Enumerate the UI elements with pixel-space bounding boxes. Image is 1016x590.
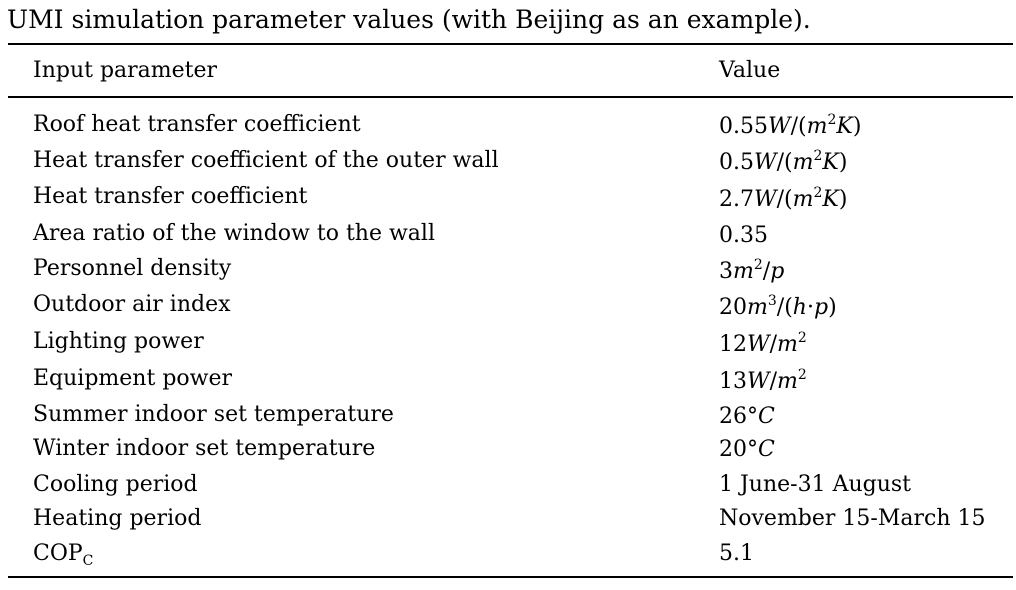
header-input-parameter: Input parameter [33, 58, 218, 83]
row-5-parameter: Personnel density [33, 256, 232, 281]
row-8-parameter: Equipment power [33, 366, 233, 391]
bottom-rule [8, 576, 1013, 578]
row-7-parameter: Lighting power [33, 329, 204, 354]
row-5-value: 3m2/p [719, 257, 785, 284]
row-6-parameter: Outdoor air index [33, 292, 231, 317]
row-9-value: 26°C [719, 404, 775, 429]
header-rule [8, 96, 1013, 98]
row-4-value: 0.35 [719, 223, 768, 248]
row-2-parameter: Heat transfer coefficient of the outer w… [33, 148, 499, 173]
row-10-value: 20°C [719, 437, 775, 462]
row-3-value: 2.7W/(m2K) [719, 185, 848, 212]
row-9-parameter: Summer indoor set temperature [33, 402, 394, 427]
row-13-parameter: COPC [33, 541, 94, 569]
row-4-parameter: Area ratio of the window to the wall [33, 221, 435, 246]
row-12-value: November 15-March 15 [719, 506, 986, 531]
row-1-value: 0.55W/(m2K) [719, 112, 862, 139]
top-rule [8, 43, 1013, 45]
row-2-value: 0.5W/(m2K) [719, 148, 848, 175]
row-11-parameter: Cooling period [33, 472, 198, 497]
row-10-parameter: Winter indoor set temperature [33, 436, 376, 461]
row-12-parameter: Heating period [33, 506, 202, 531]
row-8-value: 13W/m2 [719, 367, 807, 394]
row-6-value: 20m3/(h·p) [719, 293, 837, 320]
row-1-parameter: Roof heat transfer coefficient [33, 112, 361, 137]
header-value: Value [719, 58, 781, 83]
row-7-value: 12W/m2 [719, 330, 807, 357]
row-3-parameter: Heat transfer coefficient [33, 184, 308, 209]
row-11-value: 1 June-31 August [719, 472, 912, 497]
row-13-value: 5.1 [719, 541, 754, 566]
table-caption: UMI simulation parameter values (with Be… [7, 5, 811, 34]
